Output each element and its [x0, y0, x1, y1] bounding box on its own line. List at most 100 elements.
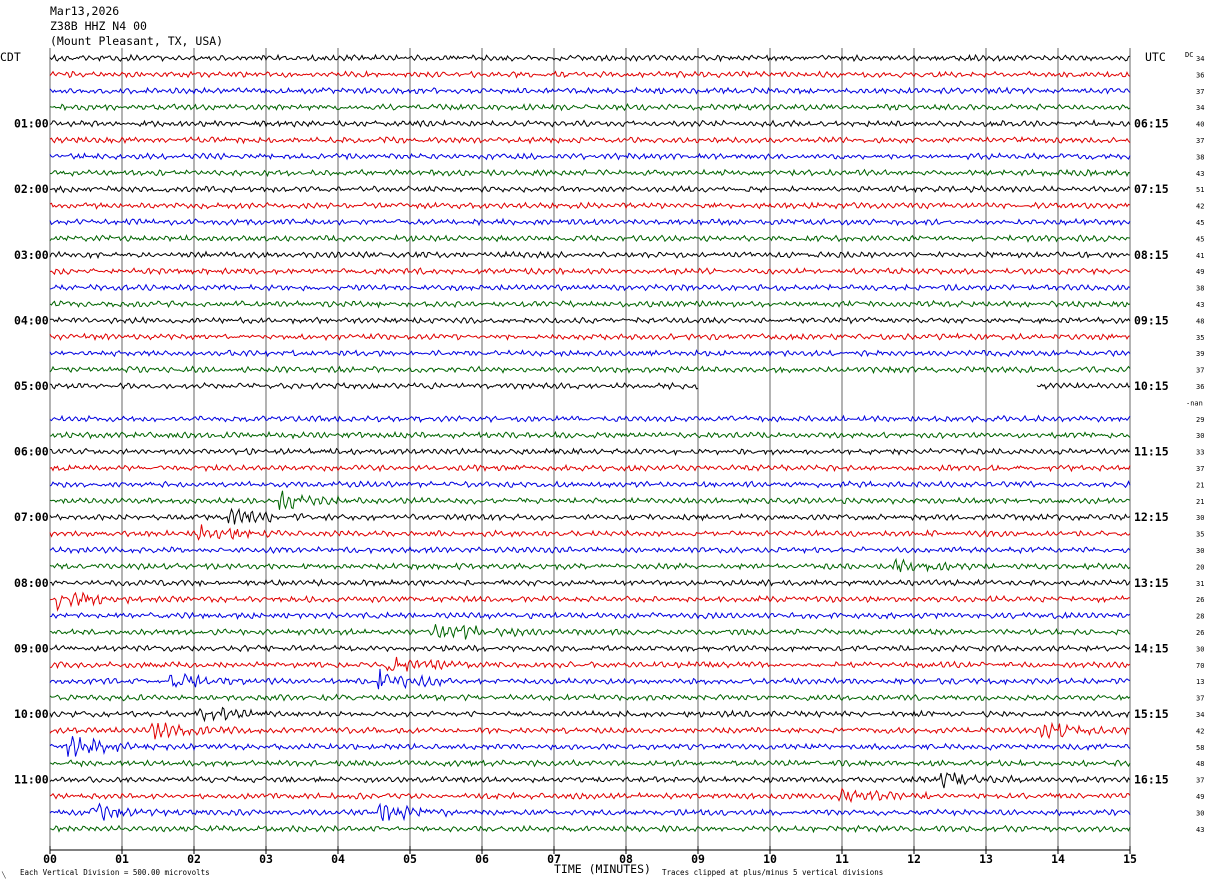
dc-value: 33: [1196, 449, 1204, 457]
x-tick-label: 03: [259, 852, 273, 866]
dc-value: 35: [1196, 334, 1204, 342]
x-tick-label: 00: [43, 852, 57, 866]
trace-row-7: [49, 168, 1131, 178]
cdt-label: 05:00: [14, 379, 49, 393]
trace-row-31: [49, 557, 1131, 573]
dc-value: 37: [1196, 137, 1204, 145]
utc-label: 06:15: [1134, 117, 1169, 131]
trace-row-5: [49, 135, 1131, 145]
dc-value: 30: [1196, 809, 1204, 817]
dc-value: 26: [1196, 596, 1204, 604]
x-tick-label: 04: [331, 852, 345, 866]
trace-row-36: [49, 644, 1131, 653]
x-tick-label: 11: [835, 852, 849, 866]
trace-row-35: [49, 624, 1131, 640]
dc-value: 34: [1196, 104, 1204, 112]
trace-row-6: [49, 152, 1131, 161]
dc-value: 38: [1196, 153, 1204, 161]
trace-row-26: [49, 480, 1131, 489]
x-tick-label: 07: [547, 852, 561, 866]
dc-value: 37: [1196, 695, 1204, 703]
dc-value: 37: [1196, 367, 1204, 375]
dc-value: 13: [1196, 678, 1204, 686]
cdt-label: 01:00: [14, 117, 49, 131]
utc-label: 12:15: [1134, 510, 1169, 524]
trace-row-45: [49, 787, 1131, 804]
dc-value: 30: [1196, 645, 1204, 653]
dc-value: 21: [1196, 481, 1204, 489]
cdt-label: 10:00: [14, 707, 49, 721]
dc-value: 45: [1196, 219, 1204, 227]
trace-row-47: [49, 824, 1131, 834]
clip-note: Traces clipped at plus/minus 5 vertical …: [662, 868, 883, 877]
dc-value: 26: [1196, 629, 1204, 637]
dc-value: 42: [1196, 203, 1204, 211]
trace-row-10: [49, 217, 1131, 227]
x-tick-label: 08: [619, 852, 633, 866]
trace-row-27: [49, 490, 1131, 510]
dc-value: 34: [1196, 711, 1204, 719]
cdt-label: 09:00: [14, 641, 49, 655]
dc-value: 42: [1196, 727, 1204, 735]
utc-label: 16:15: [1134, 773, 1169, 787]
dc-value: 34: [1196, 55, 1204, 63]
trace-row-40: [49, 706, 1131, 723]
trace-row-30: [49, 545, 1131, 555]
trace-row-29: [49, 524, 1131, 541]
trace-row-38: [49, 668, 1131, 690]
trace-row-9: [49, 201, 1131, 210]
dc-value: 43: [1196, 301, 1204, 309]
trace-row-43: [49, 758, 1131, 768]
trace-row-34: [49, 611, 1131, 621]
dc-value: -nan: [1186, 399, 1203, 407]
dc-value: 58: [1196, 744, 1204, 752]
cdt-time-labels: 01:00 02:00 03:00 04:00 05:00 06:00 07:00 08:00…: [14, 117, 49, 787]
dc-value: 35: [1196, 531, 1204, 539]
trace-row-33: [49, 591, 1131, 612]
cdt-label: 08:00: [14, 576, 49, 590]
corner-mark: ╲: [1, 871, 6, 879]
trace-row-17: [49, 332, 1131, 342]
trace-row-41: [49, 721, 1131, 740]
cdt-label: 04:00: [14, 313, 49, 327]
trace-row-22: [49, 414, 1131, 424]
trace-row-32: [49, 578, 1131, 588]
trace-row-39: [49, 693, 1131, 702]
dc-value: 37: [1196, 465, 1204, 473]
x-tick-label: 02: [187, 852, 201, 866]
x-tick-label: 01: [115, 852, 129, 866]
trace-row-23: [49, 430, 1131, 440]
dc-value: 41: [1196, 252, 1204, 260]
utc-label: 11:15: [1134, 445, 1169, 459]
cdt-label: 03:00: [14, 248, 49, 262]
header-station: Z38B HHZ N4 00: [50, 19, 147, 33]
trace-row-12: [49, 250, 1131, 260]
dc-label: DC: [1185, 51, 1193, 59]
x-axis-title: TIME (MINUTES): [554, 862, 651, 876]
trace-row-11: [49, 233, 1131, 243]
dc-value: 70: [1196, 662, 1204, 670]
dc-value: 21: [1196, 498, 1204, 506]
utc-label: 07:15: [1134, 182, 1169, 196]
left-zone-label: CDT: [0, 50, 21, 64]
dc-value: 31: [1196, 580, 1204, 588]
x-tick-label: 14: [1051, 852, 1065, 866]
dc-value: 38: [1196, 285, 1204, 293]
x-tick-label: 10: [763, 852, 777, 866]
utc-label: 14:15: [1134, 641, 1169, 655]
trace-row-20: [49, 381, 1131, 391]
dc-value: 30: [1196, 432, 1204, 440]
trace-row-37: [49, 656, 1131, 672]
trace-row-28: [49, 507, 1131, 525]
trace-row-2: [49, 86, 1131, 95]
utc-label: 09:15: [1134, 313, 1169, 327]
dc-value: 43: [1196, 170, 1204, 178]
x-tick-label: 09: [691, 852, 705, 866]
dc-value: 36: [1196, 71, 1204, 79]
dc-value: 49: [1196, 268, 1204, 276]
cdt-label: 11:00: [14, 773, 49, 787]
trace-row-25: [49, 463, 1131, 473]
cdt-label: 07:00: [14, 510, 49, 524]
dc-value: 45: [1196, 235, 1204, 243]
